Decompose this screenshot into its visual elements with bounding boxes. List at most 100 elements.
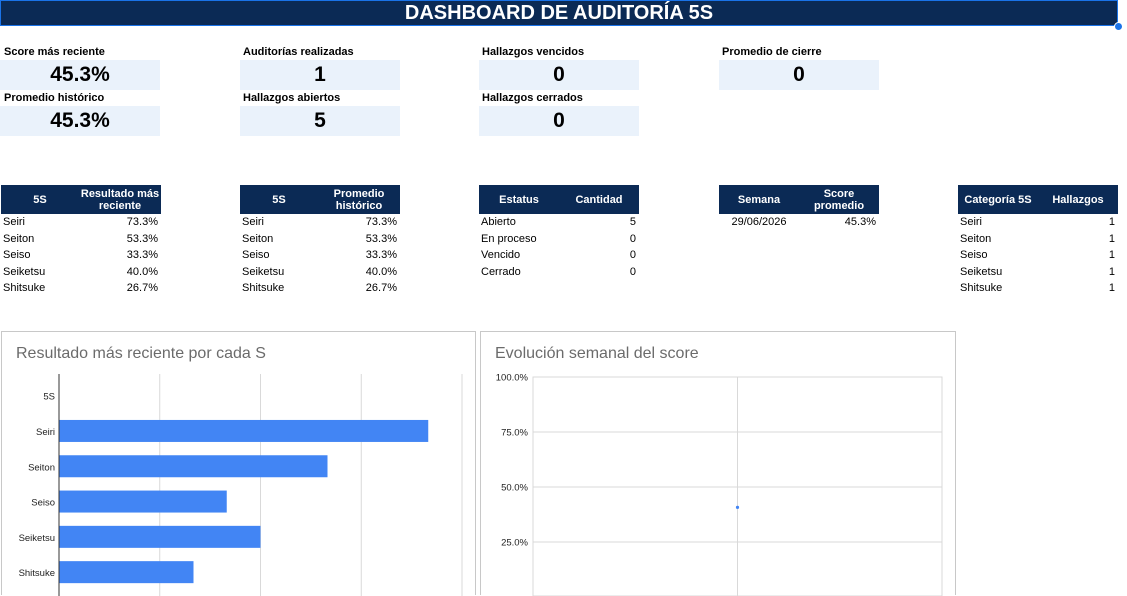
table-row: Seiton 53.3% [240, 231, 400, 248]
table-row: Shitsuke 1 [958, 280, 1118, 297]
kpi-promedio-cierre-label: Promedio de cierre [722, 46, 822, 58]
table-cell[interactable]: Vencido [481, 249, 521, 262]
table-row: Shitsuke 26.7% [1, 280, 161, 297]
bar [59, 561, 194, 584]
kpi-hallazgos-vencidos-value[interactable]: 0 [479, 60, 639, 90]
table-cell[interactable]: Seiton [960, 232, 992, 245]
dashboard-title[interactable]: DASHBOARD DE AUDITORÍA 5S [0, 0, 1118, 26]
kpi-promedio-historico-value[interactable]: 45.3% [0, 106, 160, 136]
table-cell[interactable]: 1 [1108, 249, 1115, 262]
table-cell[interactable]: 53.3% [126, 232, 158, 245]
table-header: Categoría 5S Hallazgos [958, 185, 1118, 214]
table-cell[interactable]: Seiketsu [960, 265, 1003, 278]
table-cell[interactable]: 40.0% [365, 265, 397, 278]
header-resultado[interactable]: Resultado más reciente [80, 187, 160, 212]
table-cell[interactable]: Cerrado [481, 265, 521, 278]
table-cell[interactable]: Seiri [960, 216, 983, 228]
chart-title: Evolución semanal del score [495, 345, 699, 362]
table-cell[interactable]: Seiri [242, 216, 265, 228]
table-cell[interactable]: Shitsuke [242, 282, 285, 295]
header-5s[interactable]: 5S [272, 193, 286, 206]
kpi-hallazgos-abiertos-value[interactable]: 5 [240, 106, 400, 136]
kpi-auditorias-label: Auditorías realizadas [243, 46, 354, 58]
table-row: En proceso 0 [479, 231, 639, 248]
table-cell[interactable]: En proceso [481, 232, 537, 245]
kpi-auditorias-value[interactable]: 1 [240, 60, 400, 90]
table-row: Seiri 1 [958, 214, 1118, 231]
table-cell[interactable]: 1 [1108, 282, 1115, 295]
table-cell[interactable]: Seiton [3, 232, 35, 245]
table-cell[interactable]: Seiketsu [242, 265, 285, 278]
header-score-promedio[interactable]: Score promedio [813, 187, 865, 212]
table-resultado-reciente: 5S Resultado más reciente Seiri 73.3% Seit… [1, 185, 161, 297]
category-label: Seiri [36, 427, 55, 438]
table-cell[interactable]: Shitsuke [3, 282, 46, 295]
kpi-hallazgos-cerrados-label: Hallazgos cerrados [482, 92, 583, 104]
table-cell[interactable]: 26.7% [365, 282, 397, 295]
table-cell[interactable]: 29/06/2026 [731, 216, 787, 228]
table-cell[interactable]: 1 [1108, 216, 1115, 228]
table-cell[interactable]: 1 [1108, 265, 1115, 278]
category-label: 5S [43, 392, 55, 403]
table-row: Shitsuke 26.7% [240, 280, 400, 297]
table-row: Seiso 33.3% [1, 247, 161, 264]
table-row: Seiketsu 40.0% [1, 264, 161, 281]
kpi-promedio-cierre-value[interactable]: 0 [719, 60, 879, 90]
table-cell[interactable]: 40.0% [126, 265, 158, 278]
table-cell[interactable]: 53.3% [365, 232, 397, 245]
table-cell[interactable]: Seiso [960, 249, 988, 262]
category-label: Seiketsu [19, 533, 55, 544]
kpi-hallazgos-cerrados-value[interactable]: 0 [479, 106, 639, 136]
data-point [735, 505, 740, 509]
y-tick-label: 100.0% [496, 373, 529, 384]
table-cell[interactable]: 73.3% [365, 216, 397, 228]
header-estatus[interactable]: Estatus [499, 193, 539, 206]
table-cell[interactable]: Seiso [3, 249, 31, 262]
kpi-score-reciente-value[interactable]: 45.3% [0, 60, 160, 90]
bar-chart-svg: 5S Seiri Seiton Seiso Seiketsu Shitsuke [19, 374, 463, 596]
table-cell[interactable]: Seiton [242, 232, 274, 245]
table-cell[interactable]: 33.3% [365, 249, 397, 262]
table-cell[interactable]: 45.3% [844, 216, 876, 228]
table-cell[interactable]: Seiketsu [3, 265, 46, 278]
table-cell[interactable]: Seiri [3, 216, 26, 228]
table-cell[interactable]: 0 [629, 232, 636, 245]
header-categoria[interactable]: Categoría 5S [964, 193, 1032, 206]
table-cell[interactable]: Shitsuke [960, 282, 1003, 295]
kpi-score-reciente-label: Score más reciente [4, 46, 105, 58]
table-cell[interactable]: Seiso [242, 249, 270, 262]
table-row: Seiton 53.3% [1, 231, 161, 248]
y-tick-label: 75.0% [501, 428, 528, 439]
chart-resultado-reciente[interactable]: Resultado más reciente por cada S 5S Seir… [1, 331, 476, 596]
category-label: Seiton [28, 462, 55, 473]
table-row: Abierto 5 [479, 214, 639, 231]
header-promedio[interactable]: Promedio histórico [333, 187, 385, 212]
header-cantidad[interactable]: Cantidad [575, 193, 623, 206]
header-5s[interactable]: 5S [33, 193, 47, 206]
bar [59, 419, 429, 442]
table-cell[interactable]: 1 [1108, 232, 1115, 245]
table-cell[interactable]: 73.3% [126, 216, 158, 228]
table-cell[interactable]: 26.7% [126, 282, 158, 295]
table-row: Seiketsu 1 [958, 264, 1118, 281]
kpi-promedio-historico-label: Promedio histórico [4, 92, 105, 104]
table-cell[interactable]: 0 [629, 249, 636, 262]
header-semana[interactable]: Semana [737, 193, 781, 206]
table-cell[interactable]: 0 [629, 265, 636, 278]
table-cell[interactable]: 5 [629, 216, 636, 228]
table-header: 5S Promedio histórico [240, 185, 400, 214]
bar [59, 490, 227, 513]
table-row: 29/06/2026 45.3% [719, 214, 879, 231]
chart-evolucion-semanal[interactable]: Evolución semanal del score 100.0% 75.0% 5… [480, 331, 956, 596]
table-cell[interactable]: 33.3% [126, 249, 158, 262]
selection-handle[interactable] [1114, 22, 1123, 31]
table-header: Semana Score promedio [719, 185, 879, 214]
table-row: Seiketsu 40.0% [240, 264, 400, 281]
table-row: Seiso 33.3% [240, 247, 400, 264]
table-cell[interactable]: Abierto [481, 216, 516, 228]
table-promedio-historico: 5S Promedio histórico Seiri 73.3% Seiton 53… [240, 185, 400, 297]
table-semana: Semana Score promedio 29/06/2026 45.3% [719, 185, 879, 231]
table-row: Vencido 0 [479, 247, 639, 264]
chart-title: Resultado más reciente por cada S [16, 345, 266, 362]
header-hallazgos[interactable]: Hallazgos [1052, 193, 1104, 206]
